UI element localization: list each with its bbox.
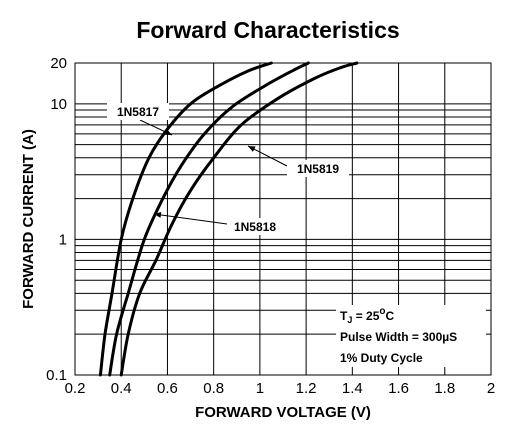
leader-1n5819 bbox=[247, 145, 288, 167]
y-tick-label: 10 bbox=[50, 96, 67, 113]
tj-subscript: J bbox=[347, 315, 352, 325]
x-tick-label: 0.4 bbox=[111, 380, 132, 397]
leader-1n5818 bbox=[153, 213, 228, 225]
label-backdrop-1n5819 bbox=[287, 160, 349, 177]
series-line-1n5819 bbox=[119, 61, 359, 377]
series-line-1n5817 bbox=[98, 61, 273, 377]
pulse-width-label: Pulse Width = 300µS bbox=[340, 330, 457, 344]
series-annotations: 1N5817 1N5819 1N5818 bbox=[107, 103, 349, 235]
x-tick-label: 1 bbox=[256, 380, 264, 397]
test-conditions: TJ = 25oC Pulse Width = 300µS 1% Duty Cy… bbox=[336, 305, 486, 367]
y-tick-labels: 0.1 1 10 20 bbox=[46, 55, 67, 384]
tj-value: = 25 bbox=[352, 309, 379, 323]
duty-cycle-label: 1% Duty Cycle bbox=[340, 351, 423, 365]
x-tick-label: 0.8 bbox=[203, 380, 224, 397]
arrowhead-1n5817 bbox=[164, 129, 172, 135]
y-axis-label: FORWARD CURRENT (A) bbox=[20, 129, 37, 309]
chart-title: Forward Characteristics bbox=[136, 17, 399, 43]
tj-prefix: T bbox=[340, 309, 348, 323]
series-label-1n5817: 1N5817 bbox=[117, 105, 159, 119]
series-label-1n5819: 1N5819 bbox=[297, 162, 339, 176]
tj-unit: C bbox=[386, 309, 395, 323]
arrowhead-1n5819 bbox=[248, 146, 256, 152]
plot-frame bbox=[74, 62, 492, 376]
junction-temperature-label: TJ = 25oC bbox=[340, 306, 395, 325]
series-curves bbox=[98, 61, 359, 377]
series-line-1n5818 bbox=[108, 61, 310, 377]
label-backdrop-1n5818 bbox=[227, 218, 283, 235]
y-tick-label: 1 bbox=[59, 231, 67, 248]
x-tick-label: 1.8 bbox=[434, 380, 455, 397]
x-tick-label: 1.2 bbox=[296, 380, 317, 397]
x-tick-label: 0.6 bbox=[157, 380, 178, 397]
series-label-1n5818: 1N5818 bbox=[234, 220, 276, 234]
x-tick-label: 1.4 bbox=[342, 380, 363, 397]
y-tick-label: 20 bbox=[50, 55, 67, 72]
x-tick-label: 0.2 bbox=[65, 380, 86, 397]
x-tick-label: 1.6 bbox=[388, 380, 409, 397]
x-tick-labels: 0.2 0.4 0.6 0.8 1 1.2 1.4 1.6 1.8 2 bbox=[65, 380, 496, 397]
label-backdrop-1n5817 bbox=[107, 103, 169, 120]
arrowhead-1n5818 bbox=[154, 212, 162, 218]
y-tick-label: 0.1 bbox=[46, 367, 67, 384]
x-axis-label: FORWARD VOLTAGE (V) bbox=[195, 404, 371, 421]
conditions-backdrop bbox=[336, 305, 486, 367]
x-tick-label: 2 bbox=[487, 380, 495, 397]
tj-degree: o bbox=[379, 306, 385, 317]
